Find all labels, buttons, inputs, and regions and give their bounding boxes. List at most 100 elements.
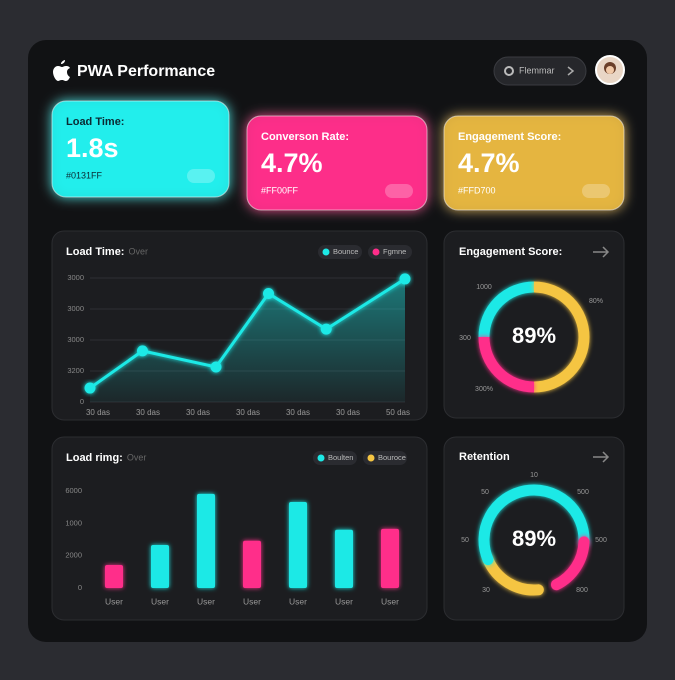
line xyxy=(89,277,406,390)
legend-pill[interactable] xyxy=(313,451,357,465)
x-tick-label: User xyxy=(105,596,123,606)
donut-segment xyxy=(550,536,590,591)
legend-dot xyxy=(322,248,330,256)
legend-dot xyxy=(317,454,325,462)
kpi-label: Converson Rate: xyxy=(261,131,349,143)
area xyxy=(90,278,405,402)
search-box[interactable] xyxy=(493,56,587,86)
x-tick-label: User xyxy=(197,596,215,606)
donut-label: 300 xyxy=(459,335,471,342)
legend-label: Fgmne xyxy=(383,247,406,256)
bar[interactable] xyxy=(335,529,353,588)
x-tick-label: 30 das xyxy=(86,408,110,417)
point[interactable] xyxy=(84,382,96,394)
legend-pill[interactable] xyxy=(368,245,412,259)
kpi-value: 1.8s xyxy=(66,133,119,163)
kpi-card xyxy=(246,115,428,211)
y-tick-label: 3000 xyxy=(67,273,84,282)
kpi-value: 4.7% xyxy=(458,148,520,178)
x-tick-label: User xyxy=(289,596,307,606)
search-arrow xyxy=(567,66,575,76)
donut-label: 1000 xyxy=(476,284,492,291)
donut-segment xyxy=(478,336,535,393)
kpi-button[interactable] xyxy=(187,169,215,183)
panel-subtitle: Over xyxy=(128,246,148,256)
donut-panel xyxy=(443,230,625,419)
kpi-code: #FFD700 xyxy=(458,185,496,195)
kpi-card xyxy=(51,100,230,198)
x-tick-label: User xyxy=(243,596,261,606)
donut-label: 500 xyxy=(595,537,607,544)
donut-panel xyxy=(443,436,625,621)
legend-label: Bounce xyxy=(333,247,358,256)
x-tick-label: 30 das xyxy=(286,408,310,417)
search-icon xyxy=(504,66,514,76)
point[interactable] xyxy=(137,345,148,357)
point[interactable] xyxy=(263,288,274,299)
donut-segment xyxy=(533,281,590,393)
y-tick-label: 0 xyxy=(78,583,82,592)
bar[interactable] xyxy=(151,544,169,588)
donut-label: 300% xyxy=(475,386,493,393)
legend-dot xyxy=(367,454,375,462)
bar[interactable] xyxy=(289,501,307,588)
kpi-code: #FF00FF xyxy=(261,185,299,195)
x-tick-label: User xyxy=(381,596,399,606)
kpi-card xyxy=(443,115,625,211)
legend-pill[interactable] xyxy=(318,245,362,259)
bar[interactable] xyxy=(381,528,399,588)
legend-dot xyxy=(372,248,380,256)
point[interactable] xyxy=(320,323,332,335)
donut-title: Retention xyxy=(459,451,510,463)
donut-title: Engagement Score: xyxy=(459,246,562,258)
arrow-button[interactable] xyxy=(593,451,610,463)
donut-label: 50 xyxy=(461,537,469,544)
point[interactable] xyxy=(399,273,411,285)
donut-label: 80% xyxy=(589,298,603,305)
donut-segment xyxy=(478,484,590,566)
x-tick-label: User xyxy=(151,596,169,606)
kpi-value: 4.7% xyxy=(261,148,323,178)
y-tick-label: 3000 xyxy=(67,304,84,313)
arrow-button[interactable] xyxy=(593,246,610,258)
x-tick-label: 30 das xyxy=(336,408,360,417)
kpi-label: Load Time: xyxy=(66,116,124,128)
y-tick-label: 6000 xyxy=(65,486,82,495)
donut-segment xyxy=(478,281,535,338)
legend-label: Boulten xyxy=(328,453,353,462)
x-tick-label: 30 das xyxy=(236,408,260,417)
point[interactable] xyxy=(210,361,222,373)
avatar-face xyxy=(606,66,614,74)
panel-title: Load rimg: xyxy=(66,452,123,464)
bar[interactable] xyxy=(105,565,123,588)
x-tick-label: 30 das xyxy=(186,408,210,417)
search-text: Flemmar xyxy=(519,65,555,75)
y-tick-label: 0 xyxy=(80,397,84,406)
kpi-button[interactable] xyxy=(385,184,413,198)
x-tick-label: 30 das xyxy=(136,408,160,417)
kpi-label: Engagement Score: xyxy=(458,131,561,143)
y-tick-label: 3200 xyxy=(67,366,84,375)
kpi-button[interactable] xyxy=(582,184,610,198)
kpi-code: #0131FF xyxy=(66,170,103,180)
donut-center: 89% xyxy=(512,323,556,348)
donut-label: 500 xyxy=(577,489,589,496)
app-title: PWA Performance xyxy=(77,63,215,80)
y-tick-label: 1000 xyxy=(65,518,82,527)
x-tick-label: 50 das xyxy=(386,408,410,417)
donut-label: 800 xyxy=(576,587,588,594)
legend-pill[interactable] xyxy=(363,451,407,465)
panel-title: Load Time: xyxy=(66,246,124,258)
bar[interactable] xyxy=(197,493,215,588)
x-tick-label: User xyxy=(335,596,353,606)
donut-label: 50 xyxy=(481,489,489,496)
y-tick-label: 3000 xyxy=(67,335,84,344)
donut-center: 89% xyxy=(512,526,556,551)
panel-subtitle: Over xyxy=(127,452,147,462)
donut-segment xyxy=(482,554,544,596)
legend-label: Bouroce xyxy=(378,453,406,462)
donut-label: 30 xyxy=(482,587,490,594)
bar[interactable] xyxy=(243,540,261,588)
